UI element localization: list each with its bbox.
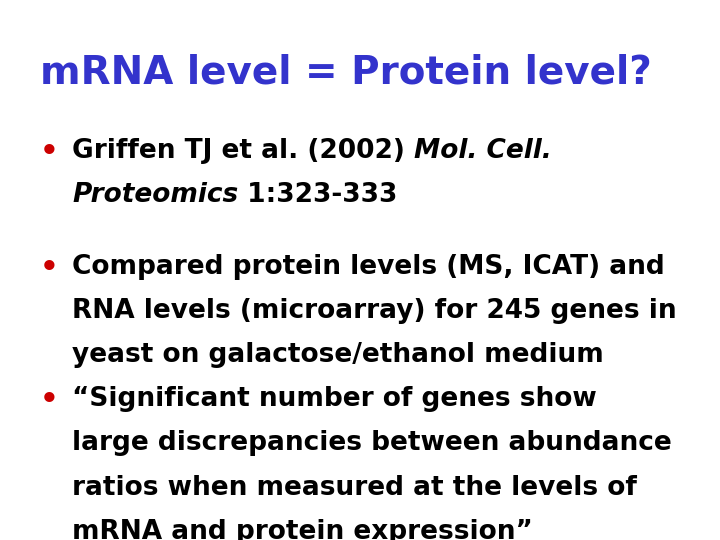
Text: mRNA and protein expression”: mRNA and protein expression” [72,519,533,540]
Text: ratios when measured at the levels of: ratios when measured at the levels of [72,475,637,501]
Text: Compared protein levels (MS, ICAT) and: Compared protein levels (MS, ICAT) and [72,254,665,280]
Text: Mol. Cell.: Mol. Cell. [414,138,552,164]
Text: large discrepancies between abundance: large discrepancies between abundance [72,430,672,456]
Text: mRNA level = Protein level?: mRNA level = Protein level? [40,54,652,92]
Text: •: • [40,138,58,166]
Text: 1:323-333: 1:323-333 [238,182,397,208]
Text: Proteomics: Proteomics [72,182,238,208]
Text: RNA levels (microarray) for 245 genes in: RNA levels (microarray) for 245 genes in [72,298,677,324]
Text: “Significant number of genes show: “Significant number of genes show [72,386,597,412]
Text: yeast on galactose/ethanol medium: yeast on galactose/ethanol medium [72,342,604,368]
Text: Griffen TJ et al. (2002): Griffen TJ et al. (2002) [72,138,414,164]
Text: •: • [40,254,58,282]
Text: •: • [40,386,58,414]
